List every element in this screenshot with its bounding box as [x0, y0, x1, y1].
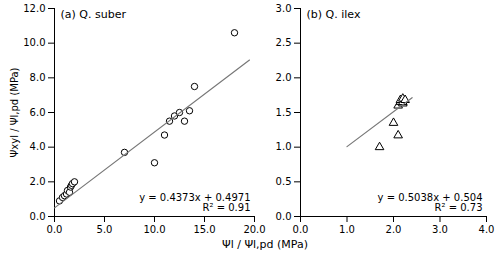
svg-text:2.0: 2.0: [30, 176, 46, 187]
svg-text:3.0: 3.0: [276, 3, 292, 14]
svg-text:2.5: 2.5: [276, 37, 292, 48]
svg-text:2.0: 2.0: [386, 224, 402, 235]
svg-text:1.5: 1.5: [276, 107, 292, 118]
svg-text:12.0: 12.0: [23, 3, 45, 14]
svg-text:0.0: 0.0: [293, 224, 309, 235]
svg-text:0.0: 0.0: [30, 211, 46, 222]
svg-text:2.0: 2.0: [276, 72, 292, 83]
svg-text:Ψxyl / Ψl,pd (MPa): Ψxyl / Ψl,pd (MPa): [9, 67, 20, 157]
svg-text:8.0: 8.0: [30, 72, 46, 83]
svg-text:10.0: 10.0: [143, 224, 165, 235]
svg-text:(b) Q. ilex: (b) Q. ilex: [307, 8, 361, 21]
svg-text:0.5: 0.5: [276, 176, 292, 187]
svg-text:0.0: 0.0: [47, 224, 63, 235]
svg-text:4.0: 4.0: [479, 224, 495, 235]
svg-text:4.0: 4.0: [30, 141, 46, 152]
svg-text:6.0: 6.0: [30, 107, 46, 118]
svg-text:1.0: 1.0: [276, 141, 292, 152]
svg-text:1.0: 1.0: [339, 224, 355, 235]
svg-text:20.0: 20.0: [243, 224, 265, 235]
svg-text:y = 0.5038x + 0.504R² = 0.73: y = 0.5038x + 0.504R² = 0.73: [378, 192, 483, 213]
svg-text:y = 0.4373x + 0.4971R² = 0.91: y = 0.4373x + 0.4971R² = 0.91: [139, 192, 250, 213]
html-text:Ψl / Ψl,pd (MPa): Ψl / Ψl,pd (MPa): [222, 238, 308, 251]
svg-text:15.0: 15.0: [193, 224, 215, 235]
svg-text:10.0: 10.0: [23, 37, 45, 48]
svg-text:3.0: 3.0: [432, 224, 448, 235]
svg-text:0.0: 0.0: [276, 211, 292, 222]
svg-text:(a) Q. suber: (a) Q. suber: [61, 8, 127, 21]
svg-text:5.0: 5.0: [97, 224, 113, 235]
